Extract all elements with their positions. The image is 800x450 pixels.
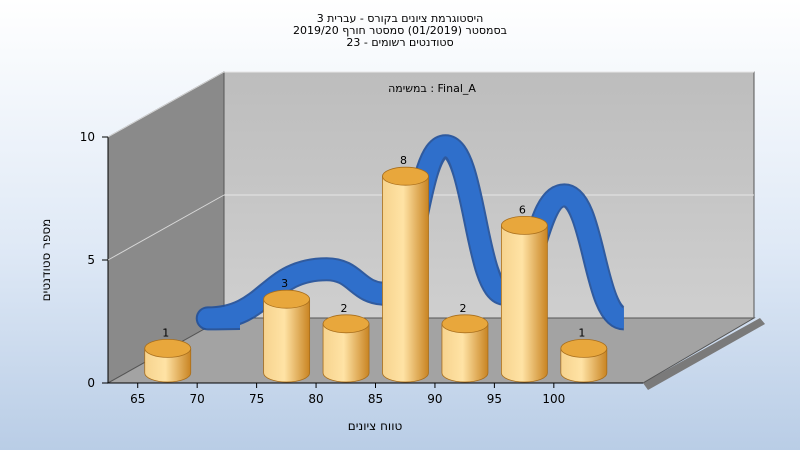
bar-top-80 bbox=[322, 314, 370, 334]
data-label-95: 6 bbox=[519, 203, 526, 216]
grid-line-y-5 bbox=[107, 194, 225, 261]
bar-top-75 bbox=[263, 289, 311, 309]
bar-body-100 bbox=[560, 348, 608, 383]
x-tick-label: 85 bbox=[368, 392, 383, 406]
x-tick-label: 75 bbox=[249, 392, 264, 406]
x-tick-label: 90 bbox=[427, 392, 442, 406]
y-tick-label: 5 bbox=[87, 253, 95, 267]
chart-title-line-3: סטודנטים רשומים - 23 bbox=[346, 36, 454, 49]
data-label-80: 2 bbox=[341, 302, 348, 315]
x-tick-label: 65 bbox=[130, 392, 145, 406]
bar-body-75 bbox=[263, 298, 311, 383]
bar-95 bbox=[500, 215, 548, 383]
bar-top-100 bbox=[560, 338, 608, 358]
y-tick-label: 10 bbox=[80, 130, 95, 144]
data-label-100: 1 bbox=[578, 326, 585, 339]
chart-title-line-2: בסמסטר (01/2019) סמסטר חורף 2019/20 bbox=[293, 24, 507, 37]
bar-body-80 bbox=[322, 323, 370, 383]
grid-line-y-10 bbox=[107, 71, 225, 138]
y-axis-title: מספר סטודנטים bbox=[39, 219, 53, 302]
chart-title-line-1: היסטוגרמת ציונים בקורס - עברית 3 bbox=[316, 12, 484, 25]
bar-top-85 bbox=[382, 166, 429, 186]
bar-body-95 bbox=[500, 225, 548, 383]
bar-body-85 bbox=[382, 175, 429, 383]
x-tick-label: 80 bbox=[308, 392, 323, 406]
y-tick-label: 0 bbox=[87, 376, 95, 390]
bar-body-90 bbox=[441, 323, 489, 383]
bar-top-90 bbox=[441, 314, 489, 334]
data-label-65: 1 bbox=[162, 326, 169, 339]
bar-80 bbox=[322, 314, 370, 383]
bar-85 bbox=[382, 166, 429, 383]
x-axis-title: טווח ציונים bbox=[348, 419, 403, 433]
bar-body-65 bbox=[144, 348, 192, 383]
data-label-75: 3 bbox=[281, 277, 288, 290]
x-tick-label: 70 bbox=[190, 392, 205, 406]
frequency-curve bbox=[197, 136, 627, 329]
x-tick-label: 100 bbox=[542, 392, 565, 406]
bar-65 bbox=[144, 338, 192, 383]
bar-top-95 bbox=[500, 215, 548, 235]
plot-shadow bbox=[643, 318, 765, 390]
data-label-90: 2 bbox=[459, 302, 466, 315]
chart-subtitle: במשימה : Final_A bbox=[388, 82, 476, 95]
bar-100 bbox=[560, 338, 608, 383]
data-label-85: 8 bbox=[400, 154, 407, 167]
bar-top-65 bbox=[144, 338, 192, 358]
x-tick-label: 95 bbox=[487, 392, 502, 406]
bar-90 bbox=[441, 314, 489, 383]
bar-75 bbox=[263, 289, 311, 383]
